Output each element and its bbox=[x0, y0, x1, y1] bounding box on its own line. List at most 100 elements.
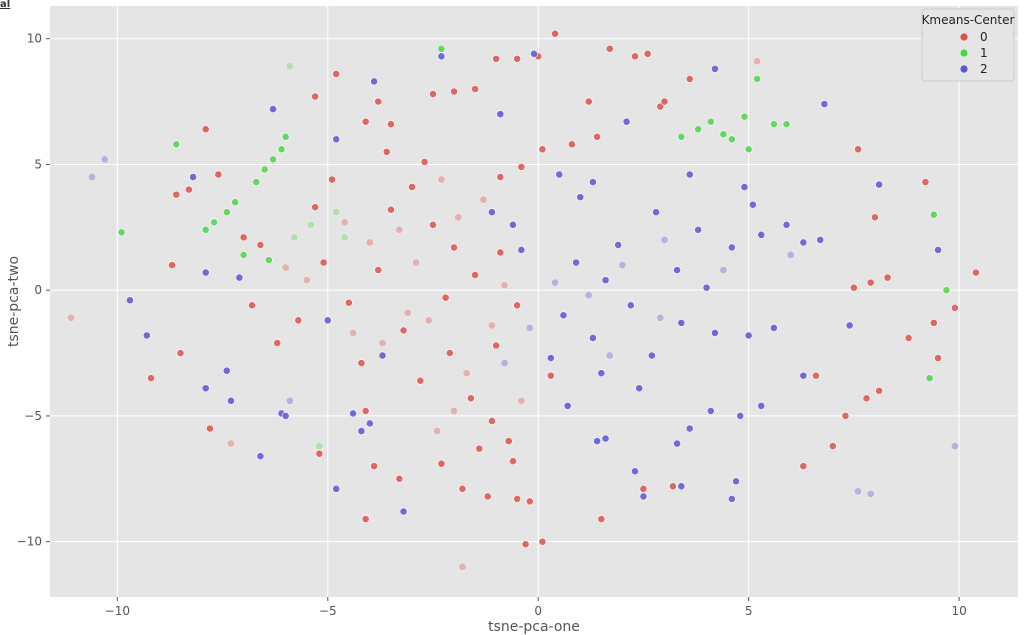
scatter-point-cluster-1 bbox=[307, 220, 315, 229]
scatter-point-cluster-0 bbox=[357, 359, 366, 368]
scatter-point-cluster-0 bbox=[441, 293, 450, 302]
scatter-point-cluster-0 bbox=[374, 266, 383, 274]
scatter-point-cluster-0 bbox=[450, 406, 458, 415]
x-tick-label: 0 bbox=[534, 604, 542, 618]
legend-marker-2 bbox=[959, 64, 969, 74]
scatter-point-cluster-0 bbox=[525, 497, 534, 506]
scatter-point-cluster-2 bbox=[782, 220, 791, 229]
scatter-point-cluster-0 bbox=[639, 484, 648, 493]
scatter-point-cluster-2 bbox=[799, 371, 808, 380]
scatter-point-cluster-2 bbox=[769, 324, 778, 332]
scatter-point-cluster-2 bbox=[711, 329, 719, 337]
x-tick-label: 10 bbox=[951, 604, 966, 618]
scatter-point-cluster-2 bbox=[437, 52, 446, 61]
legend-box bbox=[921, 8, 1015, 82]
scatter-point-cluster-0 bbox=[437, 175, 446, 184]
scatter-point-cluster-0 bbox=[862, 394, 871, 403]
scatter-point-cluster-0 bbox=[479, 195, 488, 204]
scatter-point-cluster-2 bbox=[694, 225, 703, 234]
scatter-point-cluster-0 bbox=[67, 313, 75, 322]
scatter-point-cluster-0 bbox=[668, 482, 677, 491]
scatter-point-cluster-1 bbox=[340, 233, 349, 242]
scatter-point-cluster-2 bbox=[950, 442, 959, 451]
scatter-point-cluster-0 bbox=[496, 173, 505, 181]
legend-label-2: 2 bbox=[980, 62, 988, 76]
scatter-point-cluster-2 bbox=[875, 180, 884, 189]
scatter-point-cluster-2 bbox=[719, 266, 728, 274]
y-axis-label: tsne-pca-two bbox=[6, 256, 22, 347]
scatter-point-cluster-0 bbox=[340, 218, 349, 227]
scatter-point-cluster-0 bbox=[248, 301, 256, 310]
scatter-point-cluster-0 bbox=[513, 301, 522, 310]
scatter-point-cluster-0 bbox=[496, 248, 505, 257]
scatter-point-cluster-2 bbox=[589, 334, 597, 342]
legend-label-1: 1 bbox=[980, 46, 988, 60]
scatter-point-cluster-2 bbox=[685, 424, 694, 433]
scatter-point-cluster-2 bbox=[378, 351, 387, 360]
scatter-point-cluster-0 bbox=[488, 417, 496, 425]
scatter-point-cluster-2 bbox=[256, 452, 265, 461]
scatter-point-cluster-0 bbox=[395, 474, 404, 483]
scatter-point-cluster-2 bbox=[934, 246, 942, 254]
scatter-point-cluster-0 bbox=[854, 145, 862, 154]
scatter-point-cluster-1 bbox=[719, 130, 728, 139]
scatter-point-cluster-2 bbox=[786, 251, 795, 259]
axis-ticks: −10 −5 0 5 10 −10 −5 0 5 10 bbox=[17, 32, 967, 618]
scatter-point-cluster-2 bbox=[639, 492, 648, 501]
scatter-point-cluster-0 bbox=[546, 371, 555, 380]
scatter-point-cluster-0 bbox=[239, 233, 248, 242]
corner-mark: al bbox=[0, 0, 11, 10]
scatter-point-cluster-2 bbox=[799, 238, 808, 247]
legend-title: Kmeans-Center bbox=[922, 13, 1015, 27]
scatter-point-cluster-2 bbox=[572, 258, 580, 267]
scatter-point-cluster-0 bbox=[849, 283, 858, 292]
scatter-point-cluster-0 bbox=[328, 175, 336, 184]
scatter-point-cluster-1 bbox=[117, 228, 126, 237]
scatter-point-cluster-2 bbox=[706, 406, 715, 415]
scatter-point-cluster-0 bbox=[319, 258, 328, 267]
scatter-point-cluster-2 bbox=[349, 409, 357, 418]
scatter-point-cluster-0 bbox=[311, 203, 320, 212]
scatter-point-cluster-2 bbox=[685, 170, 694, 179]
scatter-point-cluster-1 bbox=[252, 178, 261, 186]
scatter-point-cluster-0 bbox=[492, 341, 501, 350]
scatter-point-cluster-2 bbox=[631, 467, 639, 476]
scatter-point-cluster-2 bbox=[323, 316, 332, 325]
scatter-point-cluster-2 bbox=[866, 489, 875, 498]
scatter-point-cluster-1 bbox=[315, 442, 324, 451]
scatter-point-cluster-0 bbox=[513, 54, 522, 63]
scatter-point-cluster-2 bbox=[201, 384, 210, 393]
scatter-point-cluster-0 bbox=[344, 298, 353, 307]
scatter-point-cluster-0 bbox=[685, 75, 694, 83]
scatter-point-cluster-2 bbox=[88, 173, 96, 181]
scatter-point-cluster-2 bbox=[551, 278, 559, 287]
scatter-point-cluster-2 bbox=[635, 384, 644, 393]
scatter-point-cluster-0 bbox=[950, 303, 959, 312]
scatter-point-cluster-2 bbox=[235, 273, 244, 282]
scatter-point-cluster-2 bbox=[652, 208, 660, 217]
scatter-point-cluster-0 bbox=[875, 386, 884, 395]
scatter-point-cluster-0 bbox=[631, 52, 639, 61]
scatter-point-cluster-2 bbox=[727, 243, 736, 252]
grid-lines bbox=[50, 6, 1018, 597]
y-tick-label: 0 bbox=[34, 283, 42, 297]
scatter-point-cluster-0 bbox=[437, 459, 446, 468]
scatter-point-cluster-0 bbox=[538, 145, 547, 154]
scatter-point-cluster-2 bbox=[285, 396, 294, 405]
y-tick-label: −5 bbox=[24, 409, 42, 423]
scatter-point-cluster-2 bbox=[757, 401, 766, 410]
scatter-point-cluster-1 bbox=[744, 145, 753, 154]
scatter-point-cluster-0 bbox=[753, 57, 761, 66]
scatter-point-cluster-0 bbox=[471, 271, 479, 279]
scatter-point-cluster-0 bbox=[517, 396, 526, 405]
scatter-point-cluster-1 bbox=[942, 286, 951, 295]
scatter-point-cluster-2 bbox=[727, 495, 736, 503]
scatter-point-cluster-2 bbox=[589, 178, 597, 186]
scatter-point-cluster-2 bbox=[702, 283, 711, 292]
scatter-point-cluster-2 bbox=[677, 482, 686, 491]
scatter-point-cluster-2 bbox=[605, 351, 614, 360]
scatter-point-cluster-0 bbox=[227, 439, 235, 448]
scatter-point-cluster-0 bbox=[605, 44, 614, 53]
scatter-point-cluster-2 bbox=[673, 439, 681, 448]
scatter-point-cluster-2 bbox=[525, 324, 534, 332]
